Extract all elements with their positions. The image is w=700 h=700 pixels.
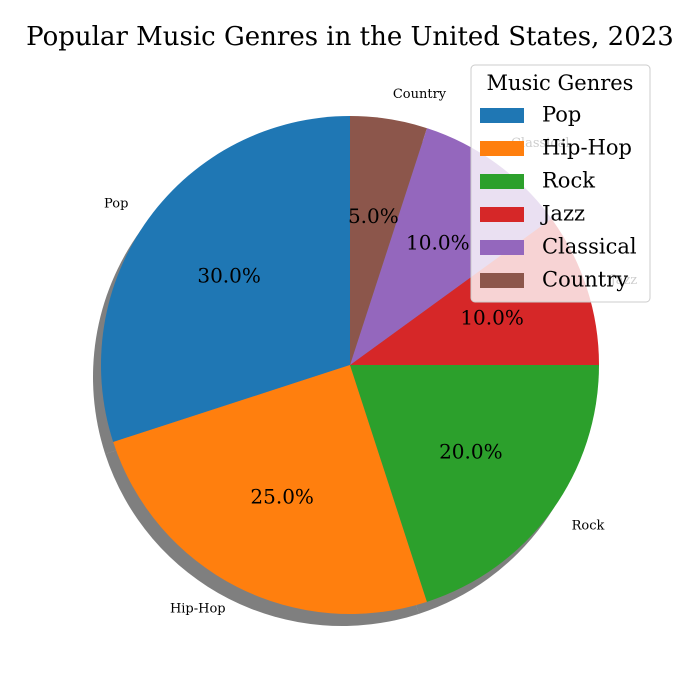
percent-label-jazz: 10.0% <box>460 305 524 329</box>
chart-title: Popular Music Genres in the United State… <box>26 22 674 52</box>
legend-swatch-country <box>480 273 524 288</box>
slice-pop <box>101 116 350 442</box>
percent-label-country: 5.0% <box>348 204 399 228</box>
percent-label-classical: 10.0% <box>406 231 470 255</box>
slice-label-hip-hop: Hip-Hop <box>170 602 226 617</box>
legend-label-pop: Pop <box>542 103 581 127</box>
legend-label-rock: Rock <box>542 169 595 193</box>
slice-label-pop: Pop <box>104 197 128 212</box>
percent-labels: 30.0% 25.0% 20.0% 10.0% 10.0% 5.0% <box>197 204 524 509</box>
legend-swatch-rock <box>480 174 524 189</box>
percent-label-pop: 30.0% <box>197 264 261 288</box>
legend-swatch-jazz <box>480 207 524 222</box>
slice-label-rock: Rock <box>572 518 605 533</box>
slice-country <box>350 116 427 365</box>
legend: Music Genres Pop Hip-Hop Rock Jazz Classical… <box>470 64 651 303</box>
legend-label-hip-hop: Hip-Hop <box>542 136 632 160</box>
slice-label-country: Country <box>393 87 447 102</box>
slice-rock <box>350 365 599 602</box>
legend-swatch-classical <box>480 240 524 255</box>
legend-label-jazz: Jazz <box>540 202 585 226</box>
percent-label-hip-hop: 25.0% <box>250 485 314 509</box>
percent-label-rock: 20.0% <box>439 439 503 463</box>
legend-title: Music Genres <box>487 71 634 95</box>
legend-swatch-pop <box>480 108 524 123</box>
legend-label-classical: Classical <box>542 235 637 259</box>
slice-hip-hop <box>113 365 427 614</box>
legend-swatch-hip-hop <box>480 141 524 156</box>
legend-label-country: Country <box>542 268 628 292</box>
